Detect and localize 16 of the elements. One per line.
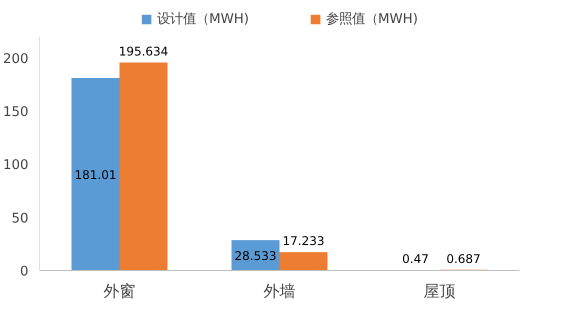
data-label: 0.687	[446, 252, 481, 266]
data-label: 17.233	[282, 234, 325, 248]
legend-label: 设计值（MWH)	[157, 10, 249, 28]
x-tick-label: 屋顶	[424, 282, 456, 300]
y-tick-label: 50	[12, 211, 29, 226]
x-tick-label: 外窗	[104, 282, 136, 300]
data-label: 28.533	[234, 248, 277, 263]
y-tick-label: 150	[3, 105, 29, 120]
x-tick-label: 外墙	[264, 282, 296, 300]
legend-label: 参照值（MWH)	[326, 11, 418, 28]
data-label: 195.634	[118, 44, 168, 58]
data-label: 0.47	[402, 252, 429, 266]
y-tick-label: 100	[3, 158, 29, 174]
data-label: 181.01	[74, 168, 117, 182]
y-tick-label: 0	[20, 264, 29, 280]
y-tick-label: 200	[3, 52, 29, 67]
